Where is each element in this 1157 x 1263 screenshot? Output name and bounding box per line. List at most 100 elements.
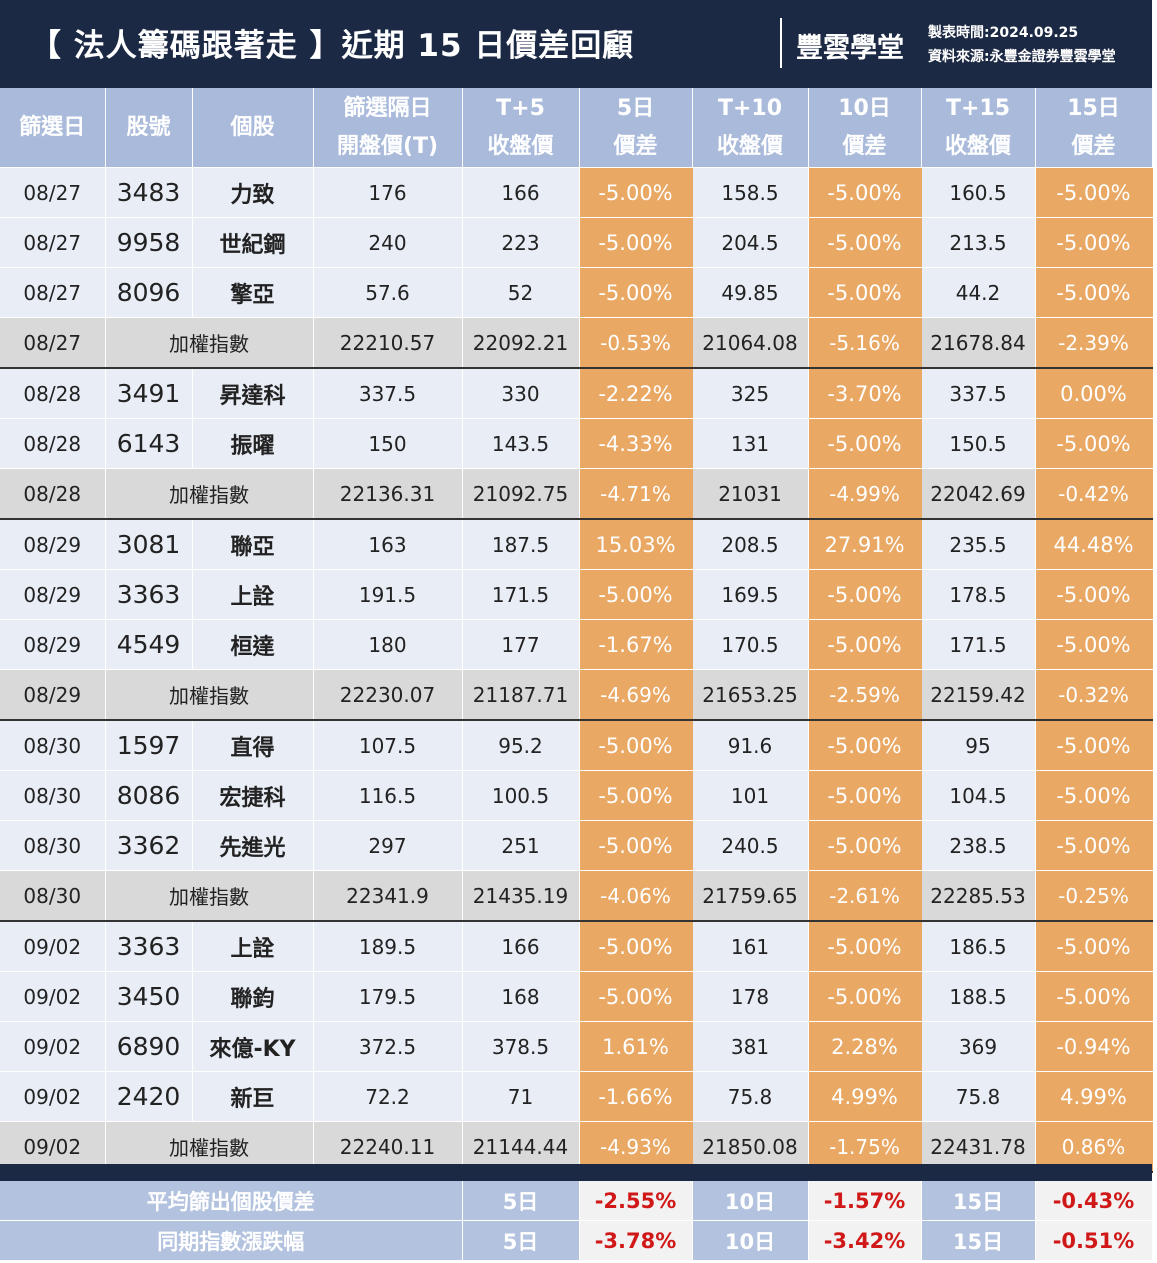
summary-cell: 10日 xyxy=(692,1181,809,1221)
cell: 143.5 xyxy=(462,418,580,469)
cell: 178.5 xyxy=(921,569,1036,620)
cell: 100.5 xyxy=(462,770,580,821)
summary-row: 同期指數漲跌幅 5日 -3.78% 10日 -3.42% 15日 -0.51% xyxy=(0,1220,1153,1261)
stock-row: 09/02 3363 上詮 189.5 166 -5.00% 161 -5.00% 186.5-… xyxy=(0,921,1153,972)
cell: 08/27 xyxy=(0,167,106,218)
stock-row: 08/29 4549 桓達 180 177 -1.67% 170.5 -5.00% 171.5-… xyxy=(0,619,1153,670)
cell: -4.33% xyxy=(579,418,693,469)
cell: -4.06% xyxy=(579,870,693,922)
cell: -1.66% xyxy=(579,1071,693,1122)
cell: 加權指數 xyxy=(105,870,314,922)
cell: 251 xyxy=(462,820,580,871)
cell: -4.71% xyxy=(579,468,693,520)
cell: 08/29 xyxy=(0,619,106,670)
cell: 163 xyxy=(313,519,463,570)
cell: -5.00% xyxy=(1035,971,1153,1022)
cell: 22092.21 xyxy=(462,317,580,369)
cell: -0.25% xyxy=(1035,870,1153,922)
cell: 177 xyxy=(462,619,580,670)
summary-cell: -0.43% xyxy=(1035,1181,1153,1221)
cell: 176 xyxy=(313,167,463,218)
cell: 3363 xyxy=(105,921,193,972)
cell: 22136.31 xyxy=(313,468,463,520)
cell: -2.59% xyxy=(808,669,922,721)
cell: 08/29 xyxy=(0,519,106,570)
cell: 6890 xyxy=(105,1021,193,1072)
column-header: 15日 價差 xyxy=(1035,88,1153,168)
cell: 加權指數 xyxy=(105,669,314,721)
cell: 力致 xyxy=(192,167,314,218)
cell: 107.5 xyxy=(313,720,463,771)
cell: 71 xyxy=(462,1071,580,1122)
cell: 08/27 xyxy=(0,317,106,369)
cell: 3362 xyxy=(105,820,193,871)
cell: 21092.75 xyxy=(462,468,580,520)
cell: 44.2 xyxy=(921,267,1036,318)
header-line: 15日 xyxy=(1067,95,1120,121)
cell: -1.67% xyxy=(579,619,693,670)
header-line: T+5 xyxy=(496,95,545,121)
cell: 240.5 xyxy=(692,820,809,871)
cell: 09/02 xyxy=(0,921,106,972)
cell: -5.00% xyxy=(808,569,922,620)
cell: 聯鈞 xyxy=(192,971,314,1022)
cell: -2.22% xyxy=(579,368,693,419)
cell: 08/29 xyxy=(0,569,106,620)
cell: -5.00% xyxy=(1035,267,1153,318)
cell: -5.00% xyxy=(579,720,693,771)
cell: -5.00% xyxy=(1035,820,1153,871)
cell: -5.16% xyxy=(808,317,922,369)
header-line: 價差 xyxy=(842,133,887,159)
cell: 桓達 xyxy=(192,619,314,670)
cell: 21064.08 xyxy=(692,317,809,369)
cell: 加權指數 xyxy=(105,317,314,369)
cell: -5.00% xyxy=(1035,217,1153,268)
cell: 09/02 xyxy=(0,1021,106,1072)
cell: 381 xyxy=(692,1021,809,1072)
cell: 169.5 xyxy=(692,569,809,620)
cell: 238.5 xyxy=(921,820,1036,871)
header-line: 開盤價(T) xyxy=(336,133,439,159)
cell: 337.5 xyxy=(313,368,463,419)
header-line: 收盤價 xyxy=(716,133,783,159)
cell: 聯亞 xyxy=(192,519,314,570)
column-header: T+10 收盤價 xyxy=(692,88,809,168)
index-row: 08/29 加權指數 22230.07 21187.71 -4.69% 21653.25-… xyxy=(0,669,1153,721)
header-line: 5日 xyxy=(616,95,655,121)
cell: 4.99% xyxy=(1035,1071,1153,1122)
cell: 150.5 xyxy=(921,418,1036,469)
cell: 44.48% xyxy=(1035,519,1153,570)
cell: -3.70% xyxy=(808,368,922,419)
cell: -0.94% xyxy=(1035,1021,1153,1072)
cell: -5.00% xyxy=(1035,619,1153,670)
cell: 72.2 xyxy=(313,1071,463,1122)
cell: 4.99% xyxy=(808,1071,922,1122)
cell: 15.03% xyxy=(579,519,693,570)
cell: 3450 xyxy=(105,971,193,1022)
cell: 新巨 xyxy=(192,1071,314,1122)
stock-row: 08/30 8086 宏捷科 116.5 100.5 -5.00% 101 -5.00% 104… xyxy=(0,770,1153,821)
cell: 180 xyxy=(313,619,463,670)
cell: 21653.25 xyxy=(692,669,809,721)
header-line: 股號 xyxy=(126,114,171,140)
cell: 8086 xyxy=(105,770,193,821)
cell: 4549 xyxy=(105,619,193,670)
header-line: T+15 xyxy=(945,95,1011,121)
cell: 21031 xyxy=(692,468,809,520)
cell: 235.5 xyxy=(921,519,1036,570)
cell: 337.5 xyxy=(921,368,1036,419)
cell: -4.69% xyxy=(579,669,693,721)
cell: 187.5 xyxy=(462,519,580,570)
cell: 22230.07 xyxy=(313,669,463,721)
cell: 3483 xyxy=(105,167,193,218)
header-line: 收盤價 xyxy=(944,133,1011,159)
stock-row: 09/02 2420 新巨 72.2 71 -1.66% 75.8 4.99% 75.8 4.99… xyxy=(0,1071,1153,1122)
cell: -5.00% xyxy=(579,971,693,1022)
cell: 158.5 xyxy=(692,167,809,218)
cell: -5.00% xyxy=(1035,418,1153,469)
cell: -5.00% xyxy=(579,921,693,972)
column-header: 篩選隔日 開盤價(T) xyxy=(313,88,463,168)
cell: -0.32% xyxy=(1035,669,1153,721)
cell: 08/27 xyxy=(0,267,106,318)
summary-cell: -3.78% xyxy=(579,1220,693,1261)
